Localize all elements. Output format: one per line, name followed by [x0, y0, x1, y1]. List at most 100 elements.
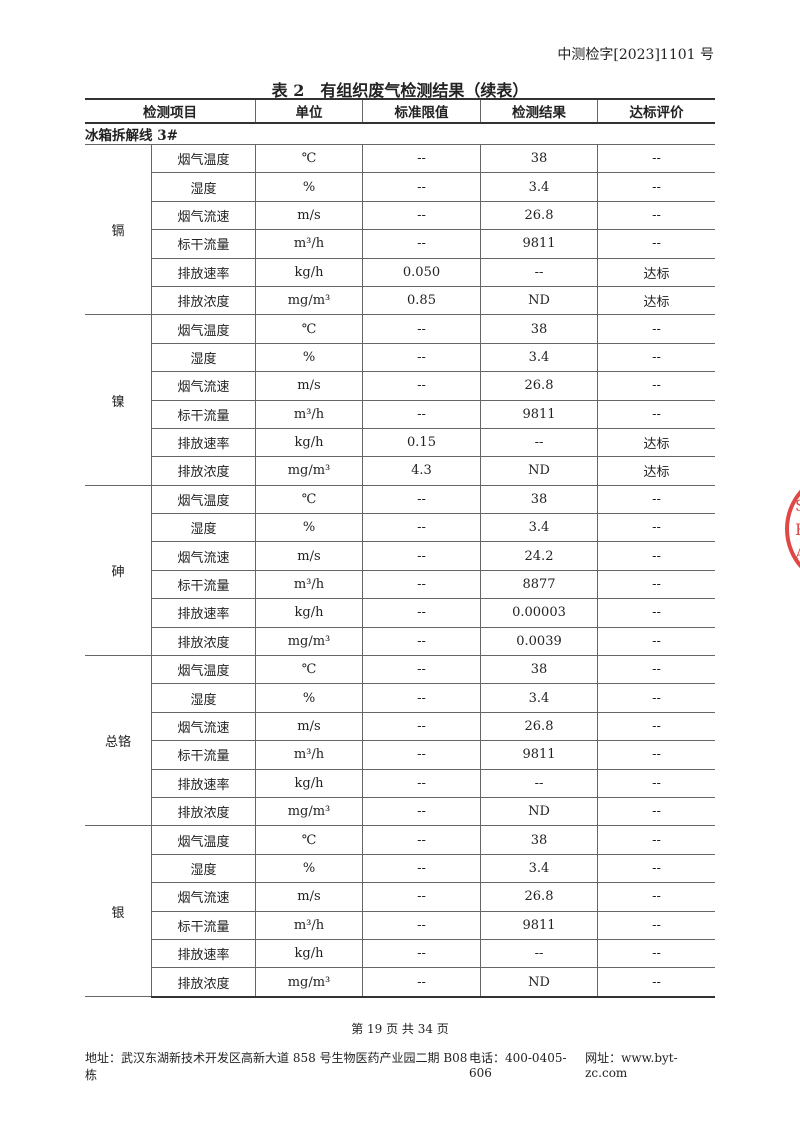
cell-item: 排放速率 — [151, 768, 256, 798]
cell-unit: m³/h — [255, 740, 363, 770]
cell-unit: kg/h — [255, 427, 363, 458]
cell-unit: mg/m³ — [255, 456, 363, 486]
table-row: 排放速率 kg/h -- -- -- — [85, 938, 715, 969]
cell-unit: mg/m³ — [255, 285, 363, 316]
cell-unit: % — [255, 342, 363, 373]
cell-unit: ℃ — [255, 825, 363, 855]
cell-item: 湿度 — [151, 683, 256, 713]
footer-phone: 电话：400-0405-606 — [468, 1051, 567, 1080]
table-row: 湿度% -- 3.4 -- — [85, 342, 715, 373]
cell-item: 烟气温度 — [151, 314, 256, 344]
cell-item: 烟气流速 — [151, 541, 256, 571]
cell-evaluation: 达标 — [597, 285, 715, 316]
cell-limit: -- — [362, 200, 481, 231]
header-limit: 标准限值 — [362, 98, 481, 124]
cell-result: 9811 — [480, 229, 598, 259]
cell-evaluation: -- — [597, 541, 715, 571]
cell-result: -- — [480, 768, 598, 798]
cell-item: 标干流量 — [151, 910, 256, 940]
table-row: 排放速率 kg/h -- -- -- — [85, 768, 715, 798]
cell-result: -- — [480, 257, 598, 287]
table-row: 湿度% -- 3.4 -- — [85, 683, 715, 713]
cell-unit: m³/h — [255, 229, 363, 259]
table-header-row: 检测项目 单位 标准限值 检测结果 达标评价 — [85, 98, 715, 124]
cell-evaluation: -- — [597, 484, 715, 515]
cell-result: ND — [480, 456, 598, 486]
cell-evaluation: -- — [597, 513, 715, 543]
cell-result: 3.4 — [480, 853, 598, 884]
cell-evaluation: -- — [597, 399, 715, 429]
cell-result: 3.4 — [480, 683, 598, 713]
cell-result: 38 — [480, 484, 598, 515]
section-label: 冰箱拆解线 3# — [85, 122, 715, 145]
table-row: 湿度% -- 3.4 -- — [85, 513, 715, 543]
cell-item: 标干流量 — [151, 740, 256, 770]
cell-item: 烟气温度 — [151, 143, 256, 174]
cell-limit: -- — [362, 853, 481, 884]
table-row: 烟气流速 m/s -- 26.8 -- — [85, 711, 715, 742]
cell-limit: -- — [362, 938, 481, 969]
cell-item: 标干流量 — [151, 399, 256, 429]
cell-unit: kg/h — [255, 598, 363, 628]
cell-item: 排放浓度 — [151, 456, 256, 486]
cell-result: -- — [480, 427, 598, 458]
cell-evaluation: -- — [597, 882, 715, 912]
cell-limit: -- — [362, 513, 481, 543]
cell-unit: mg/m³ — [255, 796, 363, 827]
cell-result: 38 — [480, 655, 598, 685]
table-row: 镍烟气温度 ℃ -- 38 -- — [85, 314, 715, 486]
cell-result: 38 — [480, 143, 598, 174]
table-row: 烟气流速 m/s -- 24.2 -- — [85, 541, 715, 571]
cell-item: 湿度 — [151, 513, 256, 543]
table-row: 湿度% -- 3.4 -- — [85, 853, 715, 884]
cell-unit: ℃ — [255, 314, 363, 344]
cell-result: 26.8 — [480, 200, 598, 231]
cell-limit: -- — [362, 314, 481, 344]
cell-limit: -- — [362, 655, 481, 685]
table-row: 排放浓度 mg/m³ -- ND -- — [85, 796, 715, 827]
cell-result: 0.00003 — [480, 598, 598, 628]
cell-item: 烟气流速 — [151, 882, 256, 912]
cell-item: 烟气温度 — [151, 825, 256, 855]
cell-evaluation: -- — [597, 825, 715, 855]
table-row: 标干流量 m³/h -- 9811 -- — [85, 399, 715, 429]
cell-item: 烟气温度 — [151, 655, 256, 685]
table-row: 砷烟气温度 ℃ -- 38 -- — [85, 484, 715, 657]
cell-evaluation: -- — [597, 314, 715, 344]
header-item: 检测项目 — [85, 98, 256, 124]
cell-unit: m³/h — [255, 399, 363, 429]
pollutant-name: 银 — [85, 825, 152, 998]
cell-result: 38 — [480, 314, 598, 344]
table-row: 排放速率 kg/h 0.050 -- 达标 — [85, 257, 715, 287]
cell-item: 湿度 — [151, 172, 256, 202]
cell-evaluation: -- — [597, 569, 715, 600]
cell-evaluation: -- — [597, 626, 715, 657]
cell-unit: kg/h — [255, 938, 363, 969]
cell-result: 24.2 — [480, 541, 598, 571]
cell-item: 排放速率 — [151, 938, 256, 969]
cell-unit: m³/h — [255, 569, 363, 600]
cell-result: 8877 — [480, 569, 598, 600]
cell-evaluation: -- — [597, 740, 715, 770]
cell-limit: -- — [362, 371, 481, 401]
results-table: 检测项目 单位 标准限值 检测结果 达标评价 冰箱拆解线 3# 镉烟气温度 ℃ -- 3… — [85, 98, 715, 998]
cell-evaluation: -- — [597, 655, 715, 685]
cell-limit: -- — [362, 711, 481, 742]
table-row: 标干流量 m³/h -- 9811 -- — [85, 740, 715, 770]
cell-limit: 0.15 — [362, 427, 481, 458]
cell-limit: -- — [362, 484, 481, 515]
cell-unit: kg/h — [255, 768, 363, 798]
header-unit: 单位 — [255, 98, 363, 124]
table-row: 排放浓度 mg/m³ -- ND -- — [85, 967, 715, 998]
cell-evaluation: -- — [597, 229, 715, 259]
cell-limit: -- — [362, 882, 481, 912]
cell-limit: -- — [362, 229, 481, 259]
table-row: 排放浓度 mg/m³ -- 0.0039 -- — [85, 626, 715, 657]
cell-item: 烟气温度 — [151, 484, 256, 515]
cell-result: 3.4 — [480, 172, 598, 202]
cell-evaluation: 达标 — [597, 456, 715, 486]
pollutant-name: 镉 — [85, 143, 152, 316]
cell-evaluation: -- — [597, 938, 715, 969]
cell-evaluation: -- — [597, 143, 715, 174]
